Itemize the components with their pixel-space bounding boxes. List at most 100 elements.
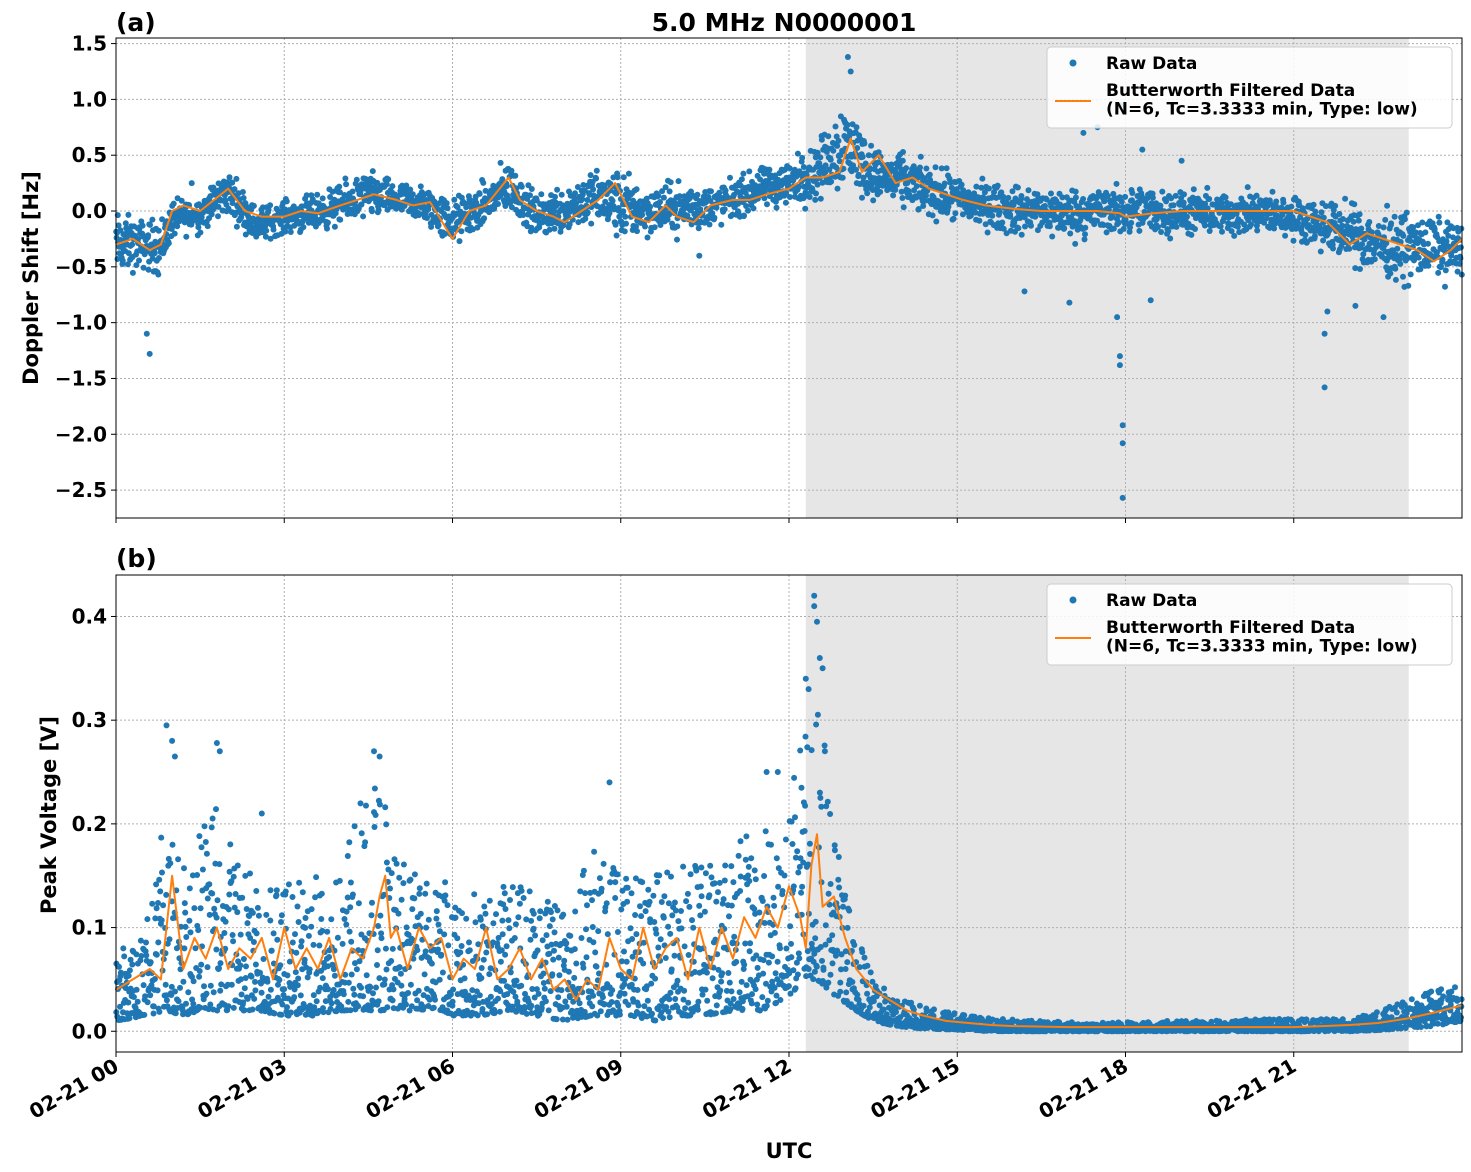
raw-data-point xyxy=(228,981,235,988)
raw-data-point xyxy=(143,939,149,946)
raw-data-point xyxy=(686,903,693,910)
raw-data-point xyxy=(618,906,625,913)
raw-data-point xyxy=(707,862,714,869)
raw-data-point xyxy=(743,203,750,209)
raw-data-point xyxy=(239,894,246,901)
raw-data-point xyxy=(560,911,567,918)
raw-data-point xyxy=(711,214,718,221)
raw-data-point xyxy=(283,198,290,205)
raw-data-outlier xyxy=(1119,422,1126,429)
raw-data-point xyxy=(187,929,194,936)
raw-data-point xyxy=(731,933,738,940)
raw-data-point xyxy=(1356,211,1363,218)
raw-data-point xyxy=(217,960,224,967)
raw-data-point xyxy=(738,978,745,985)
raw-data-point xyxy=(289,939,296,946)
raw-data-point xyxy=(411,895,418,902)
raw-data-point xyxy=(745,863,752,870)
raw-data-point xyxy=(480,179,487,186)
raw-data-point xyxy=(317,984,324,991)
raw-data-point xyxy=(1458,225,1465,232)
raw-data-point xyxy=(1342,195,1349,202)
raw-data-point xyxy=(363,802,369,809)
raw-data-point xyxy=(1397,260,1404,267)
raw-data-point xyxy=(433,915,440,922)
raw-data-point xyxy=(1317,248,1324,255)
raw-data-point xyxy=(1425,262,1432,269)
raw-data-outlier xyxy=(1321,384,1328,391)
raw-data-point xyxy=(204,223,211,230)
raw-data-point xyxy=(328,1000,335,1007)
raw-data-point xyxy=(1005,194,1012,201)
raw-data-point xyxy=(735,852,742,859)
raw-data-point xyxy=(119,257,126,264)
raw-data-point xyxy=(655,944,662,951)
raw-data-point xyxy=(821,748,828,755)
raw-data-point xyxy=(337,216,344,223)
raw-data-point xyxy=(765,959,772,966)
raw-data-point xyxy=(736,989,743,996)
raw-data-point xyxy=(769,953,776,960)
raw-data-point xyxy=(230,1004,237,1011)
raw-data-point xyxy=(538,191,545,198)
raw-data-point xyxy=(593,167,600,174)
raw-data-point xyxy=(899,157,906,164)
raw-data-point xyxy=(1000,193,1007,200)
raw-data-point xyxy=(466,947,473,954)
raw-data-point xyxy=(513,977,520,984)
raw-data-point xyxy=(1422,229,1429,236)
raw-data-point xyxy=(403,182,410,189)
raw-data-point xyxy=(634,228,640,235)
raw-data-point xyxy=(230,938,237,945)
raw-data-point xyxy=(217,987,224,994)
raw-data-point xyxy=(701,908,708,915)
raw-data-point xyxy=(289,894,296,900)
raw-data-point xyxy=(1332,202,1339,209)
raw-data-point xyxy=(501,890,508,897)
raw-data-point xyxy=(422,948,429,955)
raw-data-point xyxy=(375,206,382,213)
raw-data-point xyxy=(582,890,589,897)
raw-data-point xyxy=(763,1002,770,1009)
raw-data-point xyxy=(374,947,381,954)
raw-data-point xyxy=(994,182,1001,189)
raw-data-point xyxy=(363,972,370,979)
raw-data-outlier xyxy=(1119,440,1126,447)
raw-data-point xyxy=(684,890,691,897)
raw-data-point xyxy=(606,210,613,217)
raw-data-point xyxy=(792,814,798,821)
raw-data-point xyxy=(459,910,465,917)
raw-data-point xyxy=(1371,256,1378,263)
raw-data-point xyxy=(695,225,702,232)
raw-data-point xyxy=(198,214,205,221)
raw-data-point xyxy=(267,887,274,894)
raw-data-point xyxy=(450,986,457,993)
raw-data-point xyxy=(761,873,768,879)
raw-data-point xyxy=(368,912,375,919)
raw-data-point xyxy=(325,986,332,993)
raw-data-point xyxy=(1181,191,1187,198)
raw-data-point xyxy=(926,171,933,178)
raw-data-point xyxy=(208,824,215,831)
raw-data-point xyxy=(526,888,533,895)
raw-data-point xyxy=(374,962,380,968)
raw-data-point xyxy=(713,204,720,211)
raw-data-point xyxy=(1280,199,1287,206)
raw-data-point xyxy=(196,973,203,980)
raw-data-point xyxy=(716,189,723,196)
raw-data-point xyxy=(791,774,798,781)
raw-data-point xyxy=(388,958,395,964)
raw-data-point xyxy=(813,721,820,728)
raw-data-point xyxy=(171,230,178,237)
raw-data-point xyxy=(136,257,142,264)
raw-data-point xyxy=(629,936,636,942)
raw-data-point xyxy=(844,121,851,128)
raw-data-point xyxy=(633,931,640,938)
raw-data-point xyxy=(614,929,621,935)
raw-data-point xyxy=(458,943,465,949)
raw-data-point xyxy=(621,228,628,235)
raw-data-point xyxy=(713,898,720,905)
raw-data-point xyxy=(796,955,803,962)
raw-data-point xyxy=(374,179,381,186)
raw-data-point xyxy=(177,984,183,991)
